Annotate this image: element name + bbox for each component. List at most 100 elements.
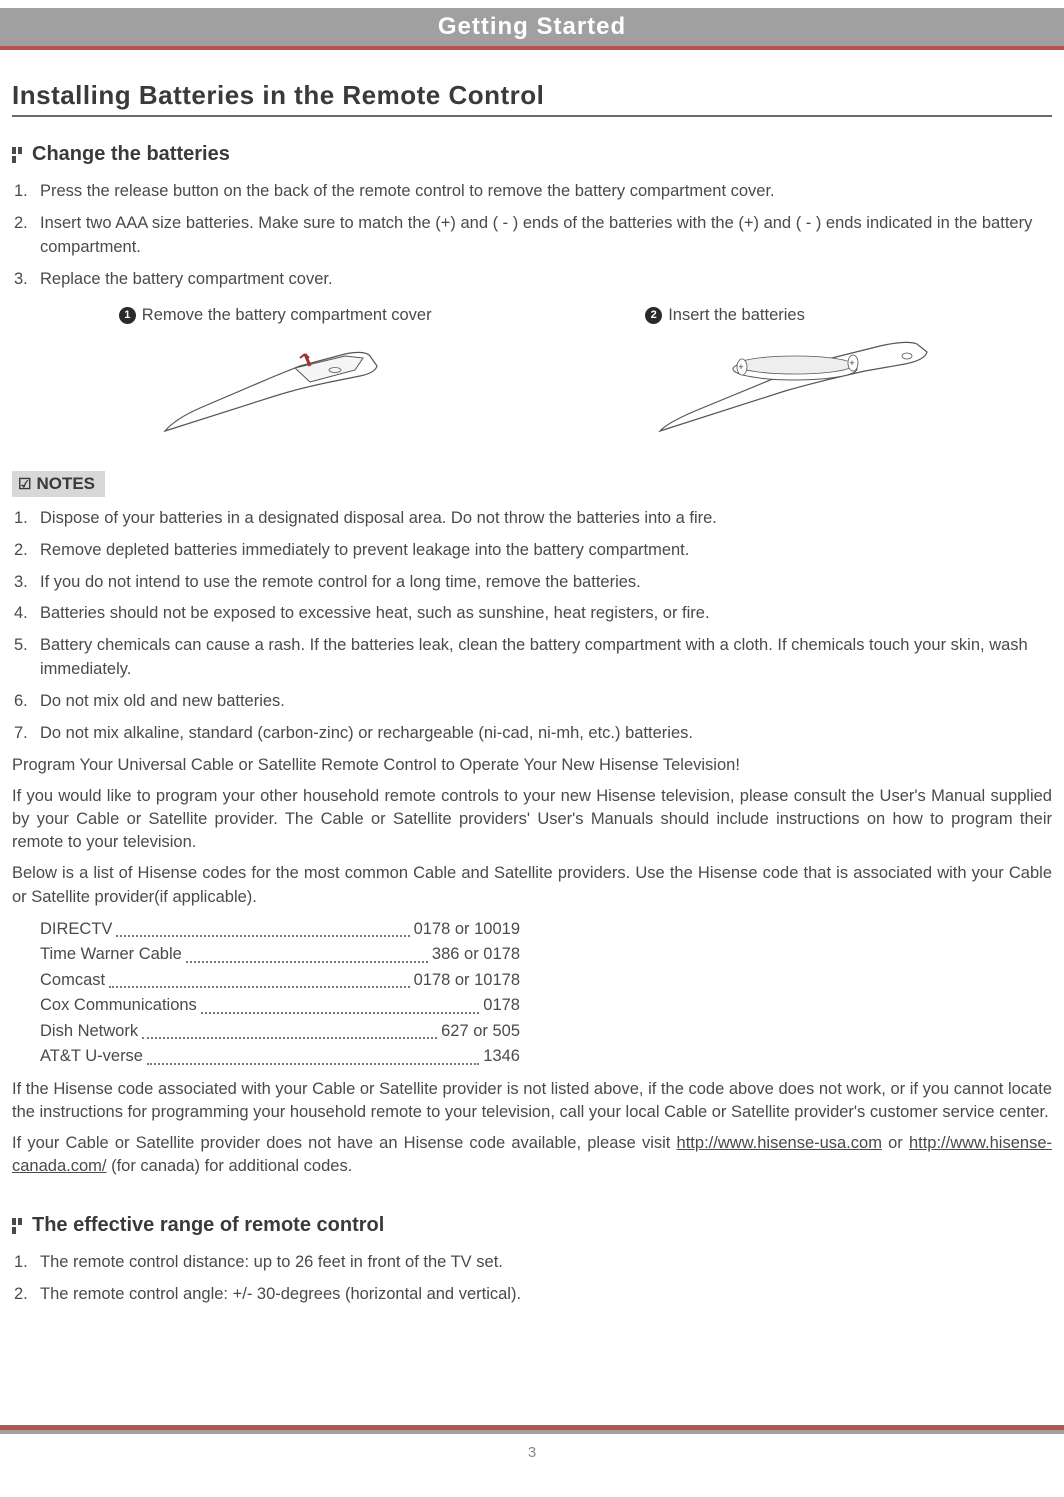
subheading-effective-range: The effective range of remote control [12,1214,1052,1237]
text-span: or [882,1134,909,1152]
note-number: 4. [14,602,28,626]
section-title: Installing Batteries in the Remote Contr… [12,80,1052,117]
bullet-icon [12,147,24,163]
program-desc-2: Below is a list of Hisense codes for the… [12,862,1052,908]
leader-dots [201,993,479,1014]
leader-dots [109,968,409,989]
header-bar: Getting Started [0,8,1064,46]
range-item: 2.The remote control angle: +/- 30-degre… [40,1283,1052,1307]
range-item: 1.The remote control distance: up to 26 … [40,1251,1052,1275]
subheading-change-batteries: Change the batteries [12,143,1052,166]
provider-code: 386 or 0178 [432,942,520,968]
figure-2-text: Insert the batteries [668,306,805,325]
provider-row: Comcast 0178 or 10178 [40,968,520,994]
provider-row: DIRECTV 0178 or 10019 [40,917,520,943]
circled-number-icon: 1 [119,307,136,324]
step-item: 2.Insert two AAA size batteries. Make su… [40,212,1052,260]
provider-code: 0178 [483,993,520,1019]
link-hisense-usa[interactable]: http://www.hisense-usa.com [677,1134,882,1152]
page-number: 3 [0,1444,1064,1461]
note-number: 6. [14,690,28,714]
step-item: 3.Replace the battery compartment cover. [40,268,1052,292]
step-number: 2. [14,212,28,236]
step-text: Press the release button on the back of … [40,182,775,200]
note-number: 7. [14,722,28,746]
note-item: 5.Battery chemicals can cause a rash. If… [40,634,1052,682]
step-number: 1. [14,180,28,204]
header-title: Getting Started [438,13,626,41]
note-text: Do not mix alkaline, standard (carbon-zi… [40,724,693,742]
figure-2-label: 2 Insert the batteries [645,306,945,325]
note-item: 4.Batteries should not be exposed to exc… [40,602,1052,626]
figure-1: 1 Remove the battery compartment cover [119,306,432,451]
provider-row: Cox Communications 0178 [40,993,520,1019]
program-intro: Program Your Universal Cable or Satellit… [12,754,1052,777]
note-number: 2. [14,539,28,563]
note-item: 3.If you do not intend to use the remote… [40,571,1052,595]
svg-text:+: + [739,362,744,372]
item-number: 2. [14,1283,28,1307]
program-desc-3: If the Hisense code associated with your… [12,1078,1052,1124]
svg-text:+: + [850,358,855,368]
note-item: 6.Do not mix old and new batteries. [40,690,1052,714]
footer-bar-inner [0,1430,1064,1434]
subheading-text: Change the batteries [32,143,230,166]
notes-list: 1.Dispose of your batteries in a designa… [12,507,1052,746]
program-desc-1: If you would like to program your other … [12,785,1052,854]
note-text: Battery chemicals can cause a rash. If t… [40,636,1028,678]
provider-row: AT&T U-verse 1346 [40,1044,520,1070]
figure-2: 2 Insert the batteries + + [645,306,945,451]
subheading-text: The effective range of remote control [32,1214,384,1237]
provider-name: Dish Network [40,1019,138,1045]
leader-dots [147,1044,479,1065]
provider-row: Time Warner Cable 386 or 0178 [40,942,520,968]
text-span: (for canada) for additional codes. [106,1157,352,1175]
step-item: 1.Press the release button on the back o… [40,180,1052,204]
header-underline [0,46,1064,50]
notes-label: NOTES [36,474,95,494]
note-number: 3. [14,571,28,595]
note-item: 2.Remove depleted batteries immediately … [40,539,1052,563]
note-text: Batteries should not be exposed to exces… [40,604,710,622]
program-desc-4: If your Cable or Satellite provider does… [12,1132,1052,1178]
note-text: If you do not intend to use the remote c… [40,573,641,591]
provider-name: Time Warner Cable [40,942,182,968]
figure-1-label: 1 Remove the battery compartment cover [119,306,432,325]
provider-list: DIRECTV 0178 or 10019 Time Warner Cable 38… [12,917,1052,1070]
provider-row: Dish Network627 or 505 [40,1019,520,1045]
item-text: The remote control distance: up to 26 fe… [40,1253,503,1271]
checkbox-icon: ☑ [18,475,31,493]
page-content: Installing Batteries in the Remote Contr… [0,80,1064,1375]
bullet-icon [12,1218,24,1234]
item-number: 1. [14,1251,28,1275]
provider-code: 0178 or 10178 [414,968,520,994]
item-text: The remote control angle: +/- 30-degrees… [40,1285,521,1303]
effective-range-list: 1. The remote control distance: up to 26 … [12,1251,1052,1307]
step-text: Insert two AAA size batteries. Make sure… [40,214,1032,256]
note-number: 5. [14,634,28,658]
provider-code: 0178 or 10019 [414,917,520,943]
note-text: Dispose of your batteries in a designate… [40,509,717,527]
provider-name: Cox Communications [40,993,197,1019]
step-number: 3. [14,268,28,292]
leader-dots [186,942,428,963]
provider-name: DIRECTV [40,917,112,943]
note-text: Remove depleted batteries immediately to… [40,541,689,559]
text-span: If your Cable or Satellite provider does… [12,1134,677,1152]
figure-1-text: Remove the battery compartment cover [142,306,432,325]
step-text: Replace the battery compartment cover. [40,270,333,288]
provider-code: 1346 [483,1044,520,1070]
figure-row: 1 Remove the battery compartment cover 2… [12,306,1052,451]
figure-2-illustration: + + [645,331,945,451]
provider-name: Comcast [40,968,105,994]
notes-tag: ☑ NOTES [12,471,105,497]
note-text: Do not mix old and new batteries. [40,692,285,710]
leader-dots [142,1019,437,1040]
change-batteries-steps: 1. Press the release button on the back o… [12,180,1052,292]
provider-name: AT&T U-verse [40,1044,143,1070]
note-item: 7.Do not mix alkaline, standard (carbon-… [40,722,1052,746]
note-item: 1.Dispose of your batteries in a designa… [40,507,1052,531]
leader-dots [116,917,409,938]
circled-number-icon: 2 [645,307,662,324]
figure-1-illustration [119,331,432,451]
